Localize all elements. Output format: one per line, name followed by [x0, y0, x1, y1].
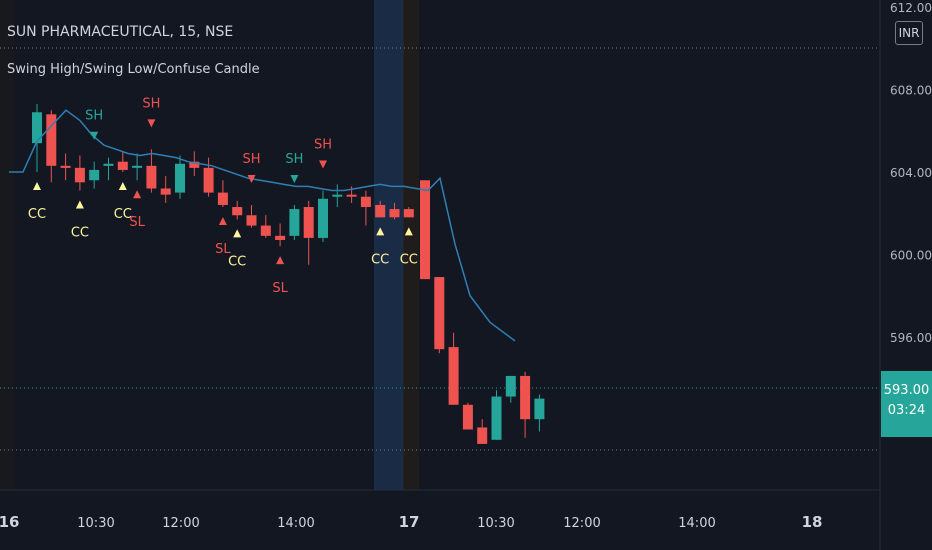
- currency-badge[interactable]: INR: [895, 21, 923, 45]
- candle-body: [462, 404, 473, 430]
- swing-low-label: SL: [129, 215, 145, 230]
- down-arrow-icon: [90, 131, 99, 140]
- candle-body: [434, 277, 445, 350]
- x-tick-label: 18: [802, 513, 823, 531]
- candle-body: [332, 194, 343, 197]
- up-arrow-icon: [118, 182, 127, 190]
- last-price-value: 593.00: [883, 383, 930, 398]
- candle-body: [318, 198, 328, 238]
- confuse-candle-label: CC: [371, 252, 389, 267]
- x-tick-label: 14:00: [277, 516, 314, 531]
- candle-body: [232, 207, 243, 216]
- up-arrow-icon: [218, 217, 227, 226]
- up-arrow-icon: [75, 200, 84, 209]
- y-tick-label: 596.00: [890, 331, 932, 345]
- session-start-shade: [0, 0, 14, 490]
- candle-body: [389, 209, 400, 218]
- candle-body: [132, 165, 143, 168]
- candle-body: [303, 207, 314, 238]
- ma-line: [9, 109, 516, 342]
- y-tick-label: 612.00: [890, 1, 932, 15]
- candle-body: [46, 114, 57, 166]
- candle-body: [189, 161, 200, 168]
- y-axis[interactable]: 612.00 608.00 604.00 600.00 596.00: [890, 1, 932, 345]
- confuse-candle-label: CC: [228, 254, 246, 269]
- up-arrow-icon: [233, 229, 242, 238]
- up-arrow-icon: [33, 182, 41, 190]
- swing-high-label: SH: [85, 109, 103, 124]
- confuse-candle-label: CC: [28, 207, 46, 222]
- candle-body: [289, 209, 300, 236]
- candle-body: [217, 192, 228, 205]
- last-price-label: 593.00 03:24: [881, 371, 932, 437]
- swing-low-label: SL: [272, 281, 288, 296]
- candle-body: [32, 112, 42, 144]
- indicator-label[interactable]: Swing High/Swing Low/Confuse Candle: [7, 62, 260, 77]
- candle-body: [420, 180, 430, 280]
- candle-body: [477, 427, 488, 444]
- candle-body: [160, 188, 171, 195]
- candle-body: [74, 167, 85, 183]
- down-arrow-icon: [247, 174, 256, 183]
- x-tick-label: 12:00: [563, 516, 600, 531]
- candle-body: [505, 375, 516, 397]
- x-tick-label: 14:00: [678, 516, 715, 531]
- candle-body: [260, 225, 271, 236]
- candle-body: [520, 375, 531, 420]
- candle-body: [246, 215, 257, 226]
- candle-body: [360, 196, 371, 208]
- up-arrow-icon: [404, 227, 413, 236]
- candle-body: [60, 165, 71, 168]
- candle-body: [275, 235, 286, 240]
- countdown: 03:24: [887, 403, 926, 418]
- session-start-shade: [403, 0, 419, 490]
- y-tick-label: 600.00: [890, 248, 932, 262]
- up-arrow-icon: [276, 256, 285, 265]
- swing-high-label: SH: [314, 138, 332, 153]
- candle-body: [203, 167, 214, 193]
- x-axis[interactable]: 16 10:30 12:00 14:00 17 10:30 12:00 14:00 18: [0, 513, 822, 531]
- up-arrow-icon: [376, 227, 385, 236]
- down-arrow-icon: [147, 119, 156, 128]
- candle-body: [534, 398, 545, 420]
- swing-high-label: SH: [285, 152, 303, 167]
- candle-body: [103, 163, 114, 166]
- candle-body: [89, 169, 100, 181]
- candle-body: [491, 396, 502, 440]
- ma-line-group: [9, 109, 516, 342]
- up-arrow-icon: [133, 190, 142, 199]
- chart-title: SUN PHARMACEUTICAL, 15, NSE: [7, 24, 234, 40]
- session-highlight: [374, 0, 404, 490]
- swing-high-label: SH: [242, 152, 260, 167]
- confuse-candle-label: CC: [114, 207, 132, 222]
- candle-body: [375, 204, 386, 218]
- candle-body: [403, 209, 414, 218]
- candle-body: [175, 163, 185, 193]
- candle-body: [146, 165, 157, 189]
- y-tick-label: 604.00: [890, 166, 932, 180]
- swing-low-label: SL: [215, 242, 231, 257]
- candle-body: [346, 194, 357, 197]
- x-tick-label: 12:00: [162, 516, 199, 531]
- y-tick-label: 608.00: [890, 84, 932, 98]
- candle-body: [448, 347, 459, 405]
- candles-group: [32, 104, 545, 444]
- confuse-candle-label: CC: [400, 252, 418, 267]
- x-tick-label: 10:30: [477, 516, 514, 531]
- swing-high-label: SH: [142, 96, 160, 111]
- confuse-candle-label: CC: [71, 226, 89, 241]
- x-tick-label: 10:30: [77, 516, 114, 531]
- x-tick-label: 17: [399, 513, 420, 531]
- x-tick-label: 16: [0, 513, 19, 531]
- down-arrow-icon: [290, 174, 299, 183]
- down-arrow-icon: [319, 160, 327, 169]
- candle-body: [117, 161, 128, 170]
